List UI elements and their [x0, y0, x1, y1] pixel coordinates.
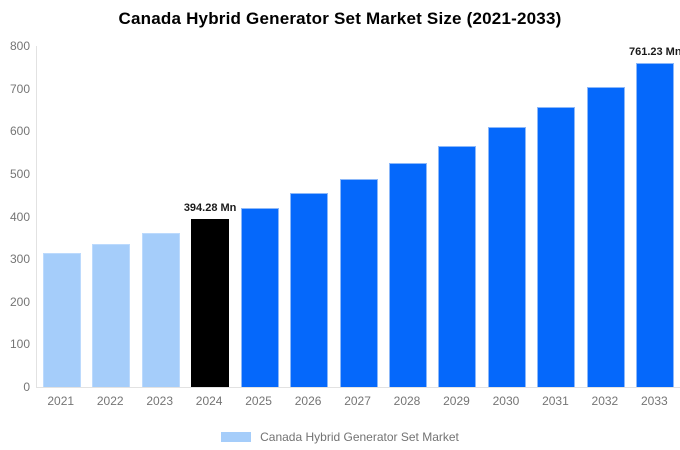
x-tick-label: 2030	[492, 394, 520, 408]
chart-title: Canada Hybrid Generator Set Market Size …	[118, 9, 562, 28]
bar-2029[interactable]	[438, 145, 477, 387]
x-tick-label: 2022	[96, 394, 124, 408]
bar-slot-2023	[136, 46, 185, 387]
value-label-2024: 394.28 Mn	[183, 201, 237, 214]
x-tick-label: 2029	[443, 394, 470, 408]
bar-slot-2032	[581, 46, 630, 387]
bar-2028[interactable]	[389, 163, 428, 387]
bar-slot-2028	[383, 46, 432, 387]
bar-2031[interactable]	[537, 106, 576, 387]
bars-container	[37, 46, 680, 387]
bar-slot-2027	[334, 46, 383, 387]
bar-2022[interactable]	[92, 243, 131, 387]
x-tick-label: 2021	[47, 394, 75, 408]
bar-slot-2029	[433, 46, 482, 387]
x-axis: 2021 2022 2023 2024 2025 2026 2027 2028 2029 2030…	[36, 394, 679, 408]
x-tick-label: 2023	[146, 394, 174, 408]
bar-slot-2022	[86, 46, 135, 387]
legend-swatch-icon	[221, 432, 252, 442]
y-axis: 0 100 200 300 400 500 600 700 800	[0, 39, 30, 394]
bar-2027[interactable]	[339, 178, 378, 387]
legend-label: Canada Hybrid Generator Set Market	[260, 430, 459, 444]
bar-slot-2030	[482, 46, 531, 387]
y-tick-label: 100	[9, 337, 30, 352]
bar-slot-2021	[37, 46, 86, 387]
bar-2021[interactable]	[42, 253, 81, 387]
bar-slot-2025	[235, 46, 284, 387]
y-tick-label: 800	[9, 39, 30, 53]
bar-slot-2024	[185, 46, 234, 387]
bar-2025[interactable]	[240, 207, 279, 387]
bar-slot-2026	[284, 46, 333, 387]
bar-2023[interactable]	[141, 232, 180, 387]
y-tick-label: 400	[9, 209, 30, 224]
bar-slot-2033	[631, 46, 680, 387]
bar-2032[interactable]	[586, 86, 625, 387]
y-tick-label: 0	[23, 380, 30, 394]
value-label-2033: 761.23 Mn	[628, 45, 680, 58]
x-tick-label: 2033	[641, 394, 668, 408]
x-tick-label: 2025	[245, 394, 272, 408]
y-tick-label: 500	[9, 166, 30, 181]
x-tick-label: 2026	[294, 394, 322, 408]
x-tick-label: 2028	[393, 394, 421, 408]
bar-2024[interactable]	[191, 218, 230, 387]
x-tick-label: 2024	[195, 394, 223, 408]
plot-area: 394.28 Mn 761.23 Mn	[36, 46, 680, 388]
bar-slot-2031	[532, 46, 581, 387]
y-tick-label: 700	[9, 81, 30, 96]
x-tick-label: 2032	[591, 394, 619, 408]
bar-2030[interactable]	[487, 127, 526, 387]
y-tick-label: 300	[9, 252, 30, 267]
x-tick-label: 2031	[542, 394, 569, 408]
bar-2026[interactable]	[290, 193, 329, 387]
x-tick-label: 2027	[344, 394, 371, 408]
legend-item[interactable]: Canada Hybrid Generator Set Market	[0, 430, 680, 444]
bar-2033[interactable]	[636, 62, 675, 387]
y-tick-label: 200	[9, 294, 30, 309]
y-tick-label: 600	[9, 124, 30, 139]
